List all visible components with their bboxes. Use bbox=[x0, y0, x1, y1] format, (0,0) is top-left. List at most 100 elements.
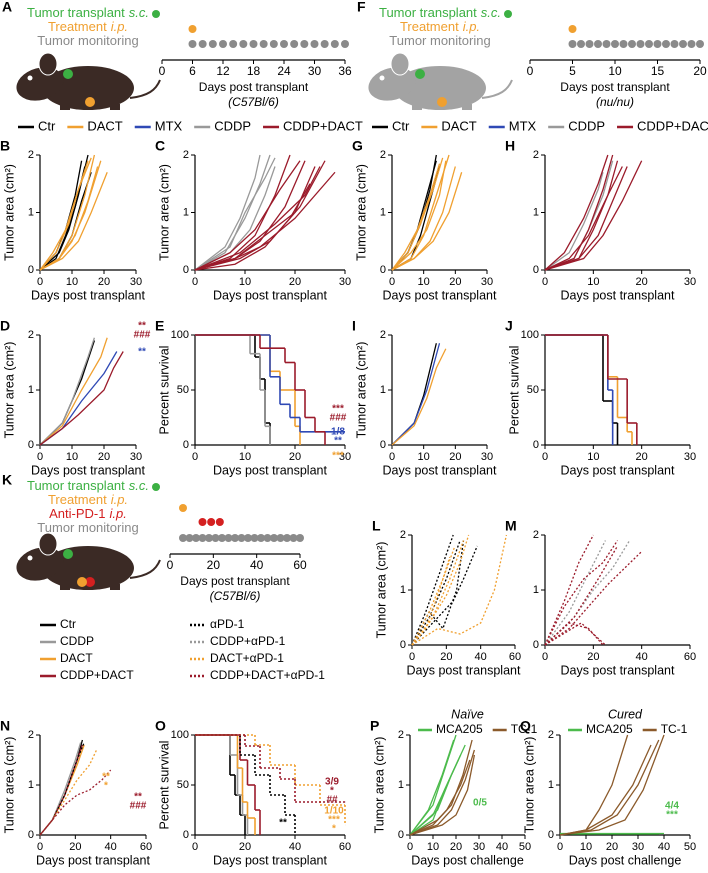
x-axis-label: Days post transplant bbox=[407, 663, 521, 677]
y-tick-label: 0 bbox=[183, 439, 189, 451]
growth-curve bbox=[391, 160, 447, 271]
x-axis-label: Days post transplant bbox=[561, 663, 675, 677]
panel-label: A bbox=[2, 0, 12, 15]
monitoring-dot bbox=[239, 40, 248, 48]
y-tick-label: 0 bbox=[28, 829, 34, 841]
monitoring-dot bbox=[237, 534, 246, 542]
monitoring-dot bbox=[628, 40, 636, 48]
schedule-label: Tumor transplant bbox=[379, 5, 477, 20]
y-tick-label: 1 bbox=[380, 384, 386, 396]
significance-label: ** bbox=[102, 772, 110, 783]
x-tick-label: 12 bbox=[216, 64, 230, 78]
x-tick-label: 20 bbox=[606, 841, 618, 853]
monitoring-dot bbox=[224, 534, 233, 542]
x-tick-label: 0 bbox=[542, 451, 548, 463]
x-axis-label: Days post transplant bbox=[31, 463, 145, 477]
y-axis-label: Tumor area (cm²) bbox=[354, 164, 368, 261]
x-tick-label: 60 bbox=[339, 841, 351, 853]
dose-dot bbox=[215, 518, 224, 526]
x-tick-label: 10 bbox=[66, 276, 78, 288]
significance-label: 1/10 bbox=[324, 806, 344, 817]
legend-label: TC-1 bbox=[511, 722, 538, 736]
schedule-text: Tumor monitoring bbox=[37, 520, 138, 535]
panel-label: D bbox=[0, 318, 10, 334]
y-tick-label: 1 bbox=[28, 779, 34, 791]
x-tick-label: 15 bbox=[651, 64, 665, 78]
growth-curve bbox=[194, 154, 261, 271]
legend-label: DACT+αPD-1 bbox=[210, 651, 284, 665]
x-tick-label: 0 bbox=[407, 841, 413, 853]
significance-label: *** bbox=[332, 451, 344, 462]
legend-label: αPD-1 bbox=[210, 617, 245, 631]
legend-label: MTX bbox=[155, 118, 183, 133]
legend-label: MCA205 bbox=[586, 722, 633, 736]
y-tick-label: 2 bbox=[533, 529, 539, 541]
x-tick-label: 20 bbox=[449, 451, 461, 463]
injection-site bbox=[77, 577, 87, 587]
x-tick-label: 20 bbox=[239, 841, 251, 853]
x-axis-label: Days post transplant bbox=[383, 463, 497, 477]
legend-label: MTX bbox=[509, 118, 537, 133]
growth-curve bbox=[411, 534, 508, 646]
y-tick-label: 2 bbox=[398, 729, 404, 741]
x-axis-label: Days post transplant bbox=[36, 853, 150, 867]
x-tick-label: 10 bbox=[239, 276, 251, 288]
y-tick-label: 50 bbox=[527, 384, 539, 396]
x-tick-label: 0 bbox=[389, 451, 395, 463]
y-axis-label: Percent survival bbox=[507, 346, 521, 435]
injection-site bbox=[63, 69, 73, 79]
x-tick-label: 24 bbox=[277, 64, 291, 78]
mouse-icon bbox=[368, 52, 513, 110]
growth-curve bbox=[544, 622, 606, 646]
y-axis-label: Tumor area (cm²) bbox=[522, 737, 536, 834]
legend-label: Ctr bbox=[60, 617, 76, 631]
significance-label: * bbox=[330, 786, 334, 797]
x-tick-label: 40 bbox=[496, 841, 508, 853]
y-axis-label: Tumor area (cm²) bbox=[354, 342, 368, 439]
y-axis-label: Tumor area (cm²) bbox=[2, 164, 16, 261]
legend-label: CDDP bbox=[214, 118, 251, 133]
growth-curve bbox=[409, 739, 455, 836]
x-tick-label: 50 bbox=[519, 841, 531, 853]
significance-label: *** bbox=[328, 815, 340, 826]
significance-label: 0/5 bbox=[473, 798, 487, 809]
x-tick-label: 0 bbox=[37, 451, 43, 463]
x-tick-label: 0 bbox=[542, 276, 548, 288]
growth-curve bbox=[544, 540, 606, 646]
x-tick-label: 10 bbox=[608, 64, 622, 78]
legend-label: CDDP bbox=[60, 634, 94, 648]
monitoring-dot bbox=[185, 534, 194, 542]
x-tick-label: 40 bbox=[105, 841, 117, 853]
growth-curve bbox=[39, 157, 92, 271]
x-axis-label: Days post transplant bbox=[213, 853, 327, 867]
x-tick-label: 40 bbox=[658, 841, 670, 853]
growth-curve bbox=[39, 172, 108, 271]
growth-curve bbox=[39, 340, 96, 446]
growth-curve bbox=[391, 348, 447, 446]
x-tick-label: 30 bbox=[339, 276, 351, 288]
monitoring-dot bbox=[263, 534, 272, 542]
schedule-label: Tumor monitoring bbox=[389, 33, 490, 48]
growth-curve bbox=[544, 166, 623, 271]
x-tick-label: 20 bbox=[693, 64, 707, 78]
strain-label: (nu/nu) bbox=[596, 95, 634, 109]
mouse-head bbox=[368, 67, 416, 101]
mouse-foot bbox=[412, 104, 422, 110]
x-tick-label: 0 bbox=[557, 841, 563, 853]
monitoring-dot bbox=[280, 40, 288, 48]
growth-curve bbox=[544, 540, 619, 646]
strain-label: (C57Bl/6) bbox=[228, 95, 279, 109]
monitoring-dot bbox=[300, 40, 309, 48]
x-tick-label: 40 bbox=[250, 558, 264, 572]
schedule-label: Treatment bbox=[48, 492, 107, 507]
monitoring-dot bbox=[208, 40, 217, 48]
schedule-text: Tumor transplant s.c. bbox=[27, 5, 149, 20]
schedule-text: Tumor transplant s.c. bbox=[379, 5, 501, 20]
mouse-tail bbox=[481, 79, 513, 99]
y-tick-label: 2 bbox=[28, 329, 34, 341]
schedule-label: Treatment bbox=[48, 19, 107, 34]
y-tick-label: 0 bbox=[400, 639, 406, 651]
panel-label: P bbox=[370, 718, 379, 734]
x-tick-label: 0 bbox=[192, 451, 198, 463]
growth-curve bbox=[409, 749, 476, 836]
